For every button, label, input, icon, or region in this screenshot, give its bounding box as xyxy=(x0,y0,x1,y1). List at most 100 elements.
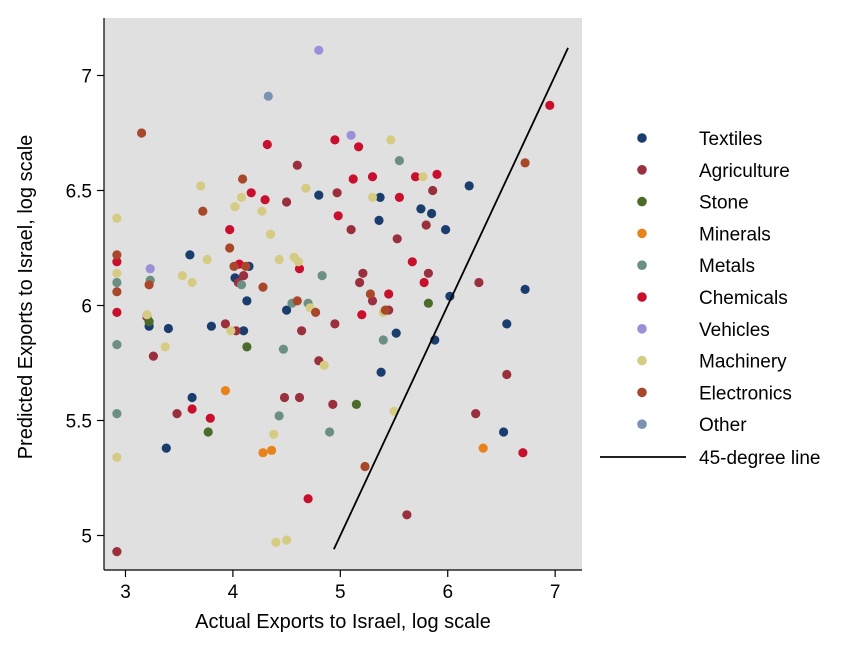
legend-label-chemicals: Chemicals xyxy=(699,288,788,309)
data-points xyxy=(112,45,555,557)
point-chemicals xyxy=(419,277,429,288)
point-chemicals xyxy=(187,404,197,414)
legend-marker-stone xyxy=(637,196,647,207)
legend-label-textiles: Textiles xyxy=(699,129,762,150)
point-chemicals xyxy=(225,225,235,235)
point-machinery xyxy=(269,429,279,439)
point-chemicals xyxy=(303,494,313,504)
point-stone xyxy=(423,298,433,308)
point-electronics xyxy=(520,158,530,168)
point-textiles xyxy=(163,323,173,334)
point-agriculture xyxy=(220,319,230,329)
point-machinery xyxy=(112,213,122,223)
point-agriculture xyxy=(423,268,433,278)
point-textiles xyxy=(185,250,195,260)
legend-marker-vehicles xyxy=(637,324,647,334)
point-chemicals xyxy=(112,307,122,317)
legend-marker-minerals xyxy=(637,228,647,239)
point-textiles xyxy=(499,427,509,437)
point-machinery xyxy=(236,192,247,202)
point-minerals xyxy=(220,386,230,396)
point-textiles xyxy=(441,225,451,235)
point-machinery xyxy=(142,310,152,320)
legend-label-other: Other xyxy=(699,415,747,436)
point-textiles xyxy=(314,190,324,200)
point-machinery xyxy=(196,181,206,191)
legend-label-electronics: Electronics xyxy=(699,383,792,404)
point-agriculture xyxy=(292,160,302,170)
point-textiles xyxy=(206,321,216,331)
point-stone xyxy=(351,399,361,409)
y-ticks: 5 5.5 6 6.5 7 xyxy=(66,67,104,548)
point-agriculture xyxy=(474,277,484,288)
point-agriculture xyxy=(355,277,365,288)
point-agriculture xyxy=(428,185,438,196)
point-electronics xyxy=(311,307,321,317)
legend-label-agriculture: Agriculture xyxy=(699,161,790,182)
point-stone xyxy=(203,427,213,437)
point-chemicals xyxy=(357,310,367,320)
point-machinery xyxy=(367,192,378,202)
point-agriculture xyxy=(239,271,249,281)
point-chemicals xyxy=(545,100,555,110)
legend-label-machinery: Machinery xyxy=(699,352,787,373)
point-machinery xyxy=(202,254,212,265)
y-tick-label: 6.5 xyxy=(66,182,92,203)
point-electronics xyxy=(238,174,248,184)
point-chemicals xyxy=(348,174,358,184)
point-chemicals xyxy=(112,257,122,267)
point-agriculture xyxy=(328,399,338,409)
point-metals xyxy=(325,427,335,437)
point-minerals xyxy=(267,445,277,455)
legend: Textiles Agriculture Stone Minerals Metals Ch… xyxy=(600,129,820,469)
point-chemicals xyxy=(333,211,343,221)
plot-background xyxy=(104,18,582,570)
point-chemicals xyxy=(518,448,528,458)
point-chemicals xyxy=(367,172,378,182)
point-vehicles xyxy=(314,45,324,55)
point-textiles xyxy=(502,319,512,329)
point-agriculture xyxy=(332,188,342,198)
point-machinery xyxy=(257,206,267,216)
point-chemicals xyxy=(246,188,256,198)
legend-marker-machinery xyxy=(637,355,647,366)
legend-label-vehicles: Vehicles xyxy=(699,320,770,341)
point-chemicals xyxy=(330,135,340,145)
legend-label-metals: Metals xyxy=(699,256,755,277)
point-agriculture xyxy=(148,351,158,361)
y-tick-label: 5 xyxy=(81,527,92,548)
point-electronics xyxy=(137,128,147,138)
point-metals xyxy=(274,411,284,421)
point-agriculture xyxy=(367,296,378,306)
point-agriculture xyxy=(358,268,368,278)
x-tick-label: 7 xyxy=(550,582,561,603)
point-metals xyxy=(112,340,122,350)
point-agriculture xyxy=(471,409,481,419)
legend-marker-textiles xyxy=(637,133,647,143)
point-machinery xyxy=(112,452,122,462)
point-electronics xyxy=(360,461,370,472)
point-agriculture xyxy=(392,234,402,244)
point-machinery xyxy=(271,537,281,548)
point-machinery xyxy=(230,202,240,212)
point-metals xyxy=(236,280,247,290)
point-chemicals xyxy=(260,195,270,205)
legend-marker-other xyxy=(637,419,647,430)
point-electronics xyxy=(380,305,390,315)
point-agriculture xyxy=(421,220,431,230)
point-agriculture xyxy=(172,409,182,419)
legend-marker-metals xyxy=(637,260,647,271)
point-electronics xyxy=(241,261,251,271)
point-electronics xyxy=(112,287,122,297)
x-tick-label: 4 xyxy=(228,582,239,603)
point-textiles xyxy=(464,181,474,191)
point-textiles xyxy=(416,204,426,214)
y-tick-label: 5.5 xyxy=(66,412,92,433)
point-machinery xyxy=(418,172,428,182)
point-chemicals xyxy=(384,289,394,299)
point-textiles xyxy=(391,328,401,338)
point-chemicals xyxy=(407,257,417,267)
point-chemicals xyxy=(432,169,442,179)
point-electronics xyxy=(258,282,268,292)
